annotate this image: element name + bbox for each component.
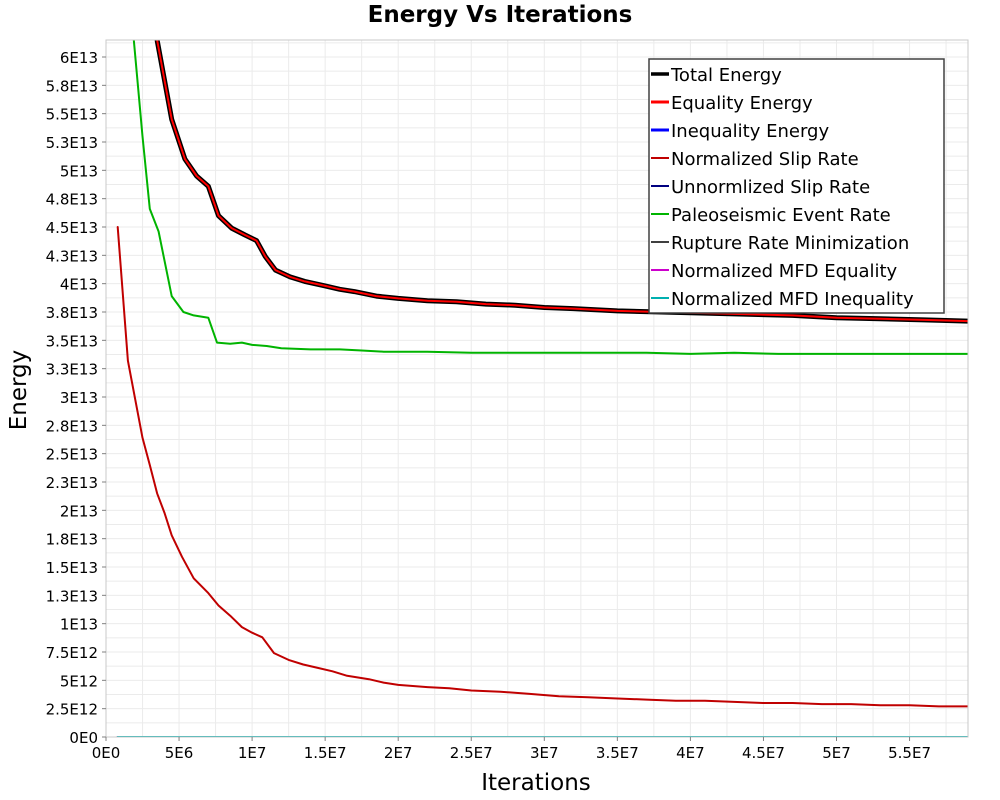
x-tick-label: 1E7 (238, 744, 267, 762)
y-tick-label: 1E13 (60, 616, 98, 634)
y-tick-label: 1.3E13 (46, 587, 98, 605)
x-axis-label: Iterations (481, 770, 591, 796)
series-line-paleoseismic-event-rate (132, 40, 968, 355)
y-axis-ticks: 0E0 2.5E12 5E12 7.5E12 1E13 1.3E13 1.5E13 1.8E1… (46, 49, 106, 747)
series-line-equality-energy (156, 40, 968, 323)
legend-box (648, 58, 945, 314)
x-tick-label: 3.5E7 (596, 744, 639, 762)
y-tick-label: 3.8E13 (46, 304, 98, 322)
y-tick-label: 0E0 (69, 729, 98, 747)
y-tick-label: 3.5E13 (46, 332, 98, 350)
y-tick-label: 2.5E13 (46, 446, 98, 464)
x-tick-label: 5.5E7 (888, 744, 931, 762)
y-tick-label: 1.8E13 (46, 531, 98, 549)
legend: Total Energy Equality Energy Inequality En… (648, 58, 945, 314)
y-tick-label: 5.8E13 (46, 77, 98, 95)
y-tick-label: 7.5E12 (46, 644, 98, 662)
y-tick-label: 5E13 (60, 162, 98, 180)
series-line-normalized-slip-rate (116, 226, 968, 708)
x-axis-ticks: 0E0 5E6 1E7 1.5E7 2E7 2.5E7 3E7 3.5E7 4E7 4.5E7 5E… (92, 737, 931, 762)
legend-entry: Equality Energy (671, 93, 813, 114)
x-tick-label: 3E7 (530, 744, 559, 762)
y-tick-label: 4E13 (60, 276, 98, 294)
x-tick-label: 2.5E7 (450, 744, 493, 762)
y-tick-label: 6E13 (60, 49, 98, 67)
legend-entry: Paleoseismic Event Rate (671, 205, 891, 226)
y-tick-label: 2.3E13 (46, 474, 98, 492)
y-tick-label: 2E13 (60, 502, 98, 520)
x-tick-label: 2E7 (384, 744, 413, 762)
x-tick-label: 1.5E7 (304, 744, 347, 762)
y-tick-label: 1.5E13 (46, 559, 98, 577)
legend-entry: Rupture Rate Minimization (671, 233, 909, 254)
x-tick-label: 0E0 (92, 744, 121, 762)
y-tick-label: 3E13 (60, 389, 98, 407)
y-tick-label: 5E12 (60, 672, 98, 690)
chart-title: Energy Vs Iterations (368, 2, 633, 28)
plot-frame (105, 39, 969, 738)
x-tick-label: 5E7 (822, 744, 851, 762)
x-tick-label: 5E6 (165, 744, 194, 762)
legend-entry: Normalized Slip Rate (671, 149, 859, 170)
y-tick-label: 2.8E13 (46, 417, 98, 435)
legend-entry: Normalized MFD Inequality (671, 289, 914, 310)
y-tick-label: 5.3E13 (46, 134, 98, 152)
legend-entry: Unnormlized Slip Rate (671, 177, 870, 198)
legend-entry: Normalized MFD Equality (671, 261, 898, 282)
y-tick-label: 4.3E13 (46, 247, 98, 265)
legend-entry: Total Energy (670, 65, 782, 86)
x-tick-label: 4.5E7 (742, 744, 785, 762)
y-tick-label: 3.3E13 (46, 361, 98, 379)
y-tick-label: 2.5E12 (46, 701, 98, 719)
y-tick-label: 4.5E13 (46, 219, 98, 237)
y-axis-label: Energy (6, 350, 32, 431)
x-tick-label: 4E7 (676, 744, 705, 762)
y-tick-label: 4.8E13 (46, 191, 98, 209)
legend-entry: Inequality Energy (671, 121, 829, 142)
plot-series (116, 40, 968, 737)
y-tick-label: 5.5E13 (46, 106, 98, 124)
